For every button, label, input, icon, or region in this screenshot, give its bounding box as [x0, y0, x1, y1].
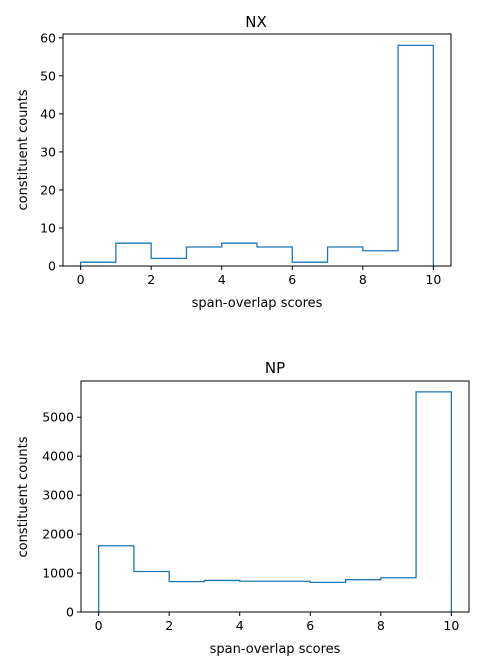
plot-frame [62, 33, 452, 267]
x-axis-ticks: 0 2 4 6 8 10 [95, 612, 459, 633]
x-tick-label: 10 [425, 272, 441, 287]
x-tick-label: 4 [236, 618, 244, 633]
histogram-steps [97, 391, 453, 612]
y-axis-label: constituent counts [16, 89, 31, 210]
y-tick-label: 4000 [42, 449, 74, 464]
y-tick-label: 50 [40, 68, 56, 83]
x-tick-label: 10 [443, 618, 459, 633]
y-tick-label: 0 [48, 259, 56, 274]
y-tick-label: 10 [40, 220, 56, 235]
plot-frame [80, 380, 470, 613]
x-tick-label: 2 [147, 272, 155, 287]
y-tick-label: 60 [40, 30, 56, 45]
histogram-outline [79, 44, 435, 266]
y-tick-label: 1000 [42, 566, 74, 581]
y-tick-label: 0 [66, 605, 74, 620]
y-tick-label: 5000 [42, 410, 74, 425]
y-tick-label: 40 [40, 106, 56, 121]
y-tick-label: 3000 [42, 488, 74, 503]
x-tick-label: 6 [288, 272, 296, 287]
x-axis-ticks: 0 2 4 6 8 10 [77, 266, 441, 287]
x-axis-label: span-overlap scores [192, 296, 323, 311]
x-tick-label: 6 [306, 618, 314, 633]
y-axis-ticks: 0 1000 2000 3000 4000 5000 [42, 410, 81, 620]
x-tick-label: 8 [377, 618, 385, 633]
histogram-nx: NX 0 2 4 6 8 10 0 10 20 30 40 50 60 span-overlap sc… [16, 13, 452, 311]
y-tick-label: 30 [40, 144, 56, 159]
y-axis-ticks: 0 10 20 30 40 50 60 [40, 30, 63, 274]
y-tick-label: 20 [40, 182, 56, 197]
chart-title: NP [265, 359, 285, 377]
histogram-outline [97, 391, 453, 612]
y-axis-label: constituent counts [16, 436, 31, 557]
x-tick-label: 4 [218, 272, 226, 287]
histogram-np: NP 0 2 4 6 8 10 0 1000 2000 3000 4000 5000 span-ov… [16, 359, 470, 657]
x-tick-label: 0 [77, 272, 85, 287]
chart-title: NX [245, 13, 267, 31]
x-tick-label: 2 [165, 618, 173, 633]
x-axis-label: span-overlap scores [210, 642, 341, 657]
histogram-steps [79, 44, 435, 266]
x-tick-label: 0 [95, 618, 103, 633]
x-tick-label: 8 [359, 272, 367, 287]
y-tick-label: 2000 [42, 527, 74, 542]
